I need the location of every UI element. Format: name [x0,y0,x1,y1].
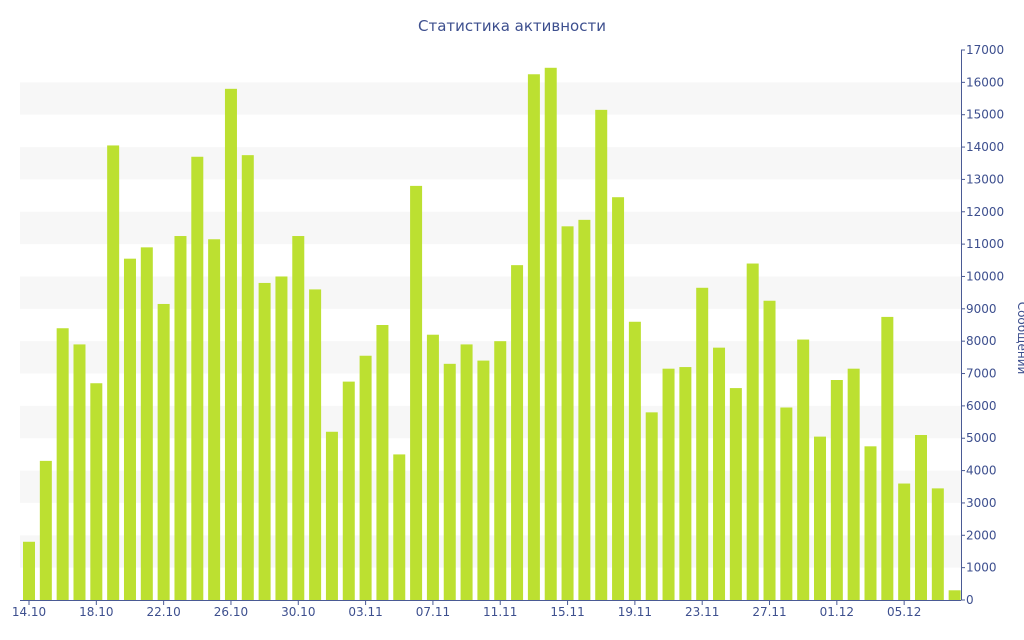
y-tick-label: 15000 [966,108,1004,122]
bar [830,380,843,600]
bar [342,381,355,600]
y-tick-label: 5000 [966,431,997,445]
bar [410,185,423,600]
axes-group: 0 1000 2000 3000 4000 5000 6000 7000 8000 9000 100… [12,43,1004,619]
bar [696,287,709,600]
bar [662,368,675,600]
y-tick-label: 4000 [966,464,997,478]
x-tick-label: 15.11 [550,605,584,619]
bar [898,483,911,600]
bar [612,197,625,600]
bar [90,383,103,600]
bar [494,341,507,600]
x-tick-label: 11.11 [483,605,517,619]
x-tick-label: 18.10 [79,605,113,619]
bar [224,88,237,600]
x-tick-label: 27.11 [752,605,786,619]
bar [292,236,305,600]
bar [23,541,35,600]
chart-title: Статистика активности [418,17,606,35]
bar [309,289,322,600]
bar [713,347,726,600]
bar [107,145,120,600]
bar [729,388,742,600]
x-tick-label: 30.10 [281,605,315,619]
bar [746,263,759,600]
bar [763,300,776,600]
bar [443,363,456,600]
bar [645,412,658,600]
x-tick-label: 03.11 [348,605,382,619]
bar [191,156,204,600]
bar [157,303,170,600]
bar [931,488,944,600]
y-tick-label: 1000 [966,561,997,575]
y-tick-label: 10000 [966,269,1004,283]
grid-band [20,211,961,245]
bar [393,454,406,600]
bar [325,431,338,600]
y-tick-label: 16000 [966,75,1004,89]
bars-group [23,67,961,601]
x-tick-label: 26.10 [214,605,248,619]
bar [679,367,692,600]
bar [847,368,860,600]
y-tick-label: 2000 [966,528,997,542]
bar [477,360,490,600]
y-tick-label: 14000 [966,140,1004,154]
x-tick-label: 05.12 [887,605,921,619]
bar [595,109,608,600]
bar [914,435,927,600]
x-tick-label: 07.11 [416,605,450,619]
bar [208,239,221,600]
y-axis-label: Сообщений [1015,302,1024,375]
grid-band [20,82,961,115]
y-tick-label: 7000 [966,367,997,381]
grid-band [20,147,961,180]
y-tick-label: 11000 [966,237,1004,251]
bar [241,155,254,600]
x-tick-label: 14.10 [12,605,46,619]
bar [359,355,372,600]
x-tick-label: 19.11 [618,605,652,619]
bar [73,344,86,600]
y-tick-label: 3000 [966,496,997,510]
bar [426,334,439,600]
bar [275,276,288,600]
bar [511,265,524,600]
bar [948,590,961,600]
bar [258,282,271,600]
bar [628,321,641,600]
bar [814,436,827,600]
x-tick-label: 23.11 [685,605,719,619]
y-tick-label: 9000 [966,302,997,316]
bar [140,247,153,600]
y-tick-label: 12000 [966,205,1004,219]
bar [797,339,810,600]
bar [39,460,52,600]
x-tick-label: 22.10 [146,605,180,619]
y-tick-label: 8000 [966,334,997,348]
bar [376,325,389,600]
bar [460,344,473,600]
bar [527,74,540,600]
bar [864,446,877,600]
bar [881,316,894,600]
bar [578,219,591,600]
bar [174,236,187,600]
y-tick-label: 13000 [966,172,1004,186]
y-tick-label: 0 [966,593,974,607]
bar [780,407,793,600]
x-tick-label: 01.12 [820,605,854,619]
bar [561,226,574,600]
bar [123,258,136,600]
y-tick-label: 6000 [966,399,997,413]
bar [544,67,557,601]
y-tick-label: 17000 [966,43,1004,57]
bar [56,328,69,600]
